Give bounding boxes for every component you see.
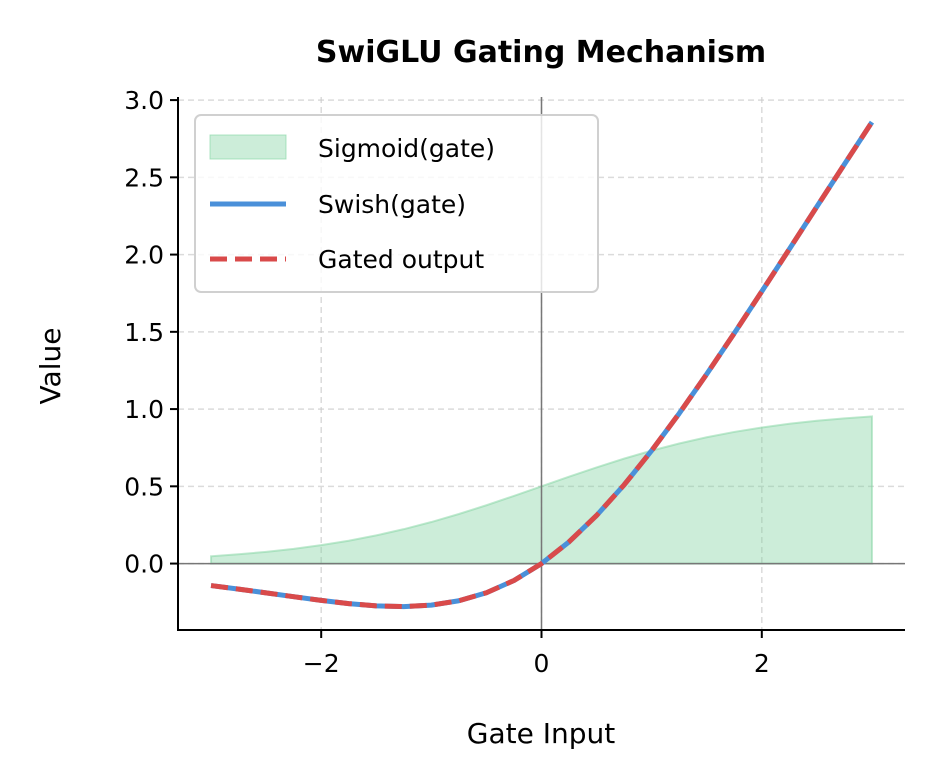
y-tick-label: 1.0 xyxy=(124,395,164,424)
legend-label-gated: Gated output xyxy=(318,245,484,274)
series-lines xyxy=(210,120,875,610)
x-axis-label: Gate Input xyxy=(467,717,615,750)
ticks: −2 0 2 0.0 0.5 1.0 1.5 2.0 2.5 3.0 xyxy=(124,86,770,678)
legend-swatch-sigmoid xyxy=(209,134,287,160)
y-tick-label: 0.5 xyxy=(124,472,164,501)
legend: Sigmoid(gate) Swish(gate) Gated output xyxy=(194,114,599,293)
x-tick-label: 2 xyxy=(754,649,770,678)
y-tick-label: 2.0 xyxy=(124,241,164,270)
legend-frame xyxy=(194,114,599,293)
chart-title: SwiGLU Gating Mechanism xyxy=(316,35,766,70)
legend-label-sigmoid: Sigmoid(gate) xyxy=(318,134,495,163)
y-tick-label: 2.5 xyxy=(124,163,164,192)
gated-output-line xyxy=(210,120,875,610)
y-tick-label: 1.5 xyxy=(124,318,164,347)
y-tick-label: 3.0 xyxy=(124,86,164,115)
y-axis-label: Value xyxy=(34,328,67,405)
x-tick-label: 0 xyxy=(534,649,550,678)
legend-label-swish: Swish(gate) xyxy=(318,190,466,219)
x-tick-label: −2 xyxy=(303,649,340,678)
y-tick-label: 0.0 xyxy=(124,550,164,579)
